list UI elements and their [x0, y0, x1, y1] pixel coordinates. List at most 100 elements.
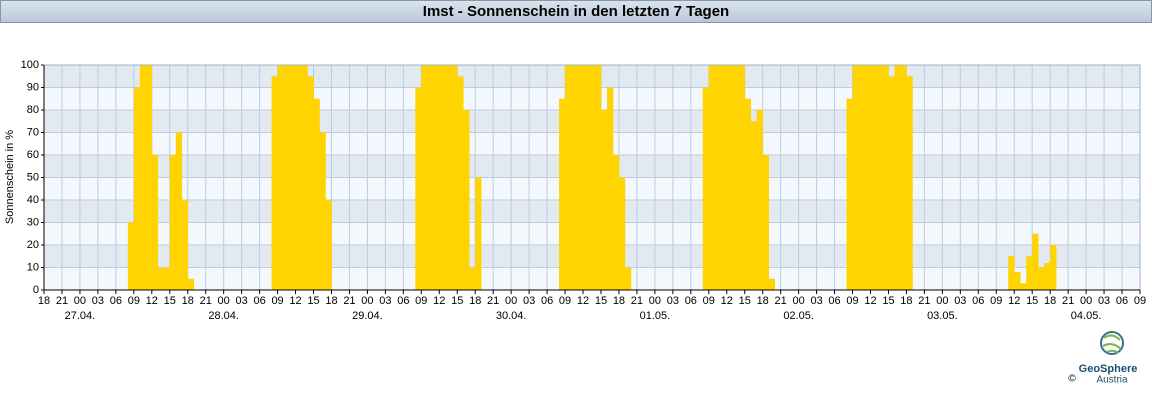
y-tick-label: 20: [27, 239, 39, 251]
bar: [876, 65, 883, 290]
x-tick-label: 09: [990, 295, 1002, 307]
x-tick-label: 06: [972, 295, 984, 307]
bar: [624, 267, 632, 290]
x-tick-label: 12: [577, 295, 589, 307]
bar: [738, 65, 746, 290]
bar: [1038, 267, 1045, 290]
x-tick-label: 03: [523, 295, 535, 307]
x-tick-label: 06: [110, 295, 122, 307]
y-tick-label: 10: [27, 261, 39, 273]
bar: [157, 267, 165, 290]
x-tick-label: 06: [685, 295, 697, 307]
y-tick-label: 30: [27, 216, 39, 228]
x-tick-label: 03: [92, 295, 104, 307]
bar: [732, 65, 740, 290]
x-tick-label: 12: [289, 295, 301, 307]
bar: [606, 87, 614, 290]
bar: [864, 65, 871, 290]
y-tick-label: 80: [27, 104, 39, 116]
x-tick-label: 21: [775, 295, 787, 307]
bar: [1020, 283, 1027, 290]
logo-name: GeoSphere: [1079, 363, 1138, 375]
y-tick-label: 70: [27, 126, 39, 138]
x-tick-label: 09: [1134, 295, 1146, 307]
bar: [463, 110, 470, 290]
bar: [295, 65, 302, 290]
y-tick-label: 50: [27, 171, 39, 183]
bar: [618, 177, 626, 290]
bar: [1032, 233, 1039, 290]
bar: [594, 65, 602, 290]
bar: [325, 200, 332, 290]
y-tick-label: 60: [27, 149, 39, 161]
bar: [139, 65, 147, 290]
date-label: 04.05.: [1071, 310, 1102, 322]
x-tick-label: 21: [343, 295, 355, 307]
bar: [900, 65, 907, 290]
x-tick-label: 09: [703, 295, 715, 307]
bar: [589, 65, 596, 290]
x-tick-label: 03: [1098, 295, 1110, 307]
x-tick-label: 18: [1044, 295, 1056, 307]
bar: [175, 132, 183, 290]
bar: [744, 98, 752, 290]
x-tick-label: 12: [433, 295, 445, 307]
bar: [720, 65, 728, 290]
logo-icon: [1100, 331, 1124, 355]
bar: [289, 65, 296, 290]
x-tick-label: 09: [846, 295, 858, 307]
bar: [181, 200, 189, 290]
bar: [750, 121, 757, 290]
bar: [451, 65, 458, 290]
logo-sub: Austria: [1096, 375, 1128, 386]
bar: [151, 155, 159, 290]
x-tick-label: 21: [631, 295, 643, 307]
bar: [1014, 272, 1021, 290]
copyright: ©: [1068, 374, 1076, 385]
bar: [469, 267, 476, 290]
x-tick-label: 00: [936, 295, 948, 307]
bar: [433, 65, 440, 290]
x-tick-label: 06: [1116, 295, 1128, 307]
bar: [169, 155, 177, 290]
x-tick-label: 21: [1062, 295, 1074, 307]
x-tick-label: 09: [271, 295, 283, 307]
x-tick-label: 06: [397, 295, 409, 307]
bar: [882, 65, 889, 290]
bar: [313, 98, 320, 290]
bar: [421, 65, 428, 290]
x-tick-label: 03: [810, 295, 822, 307]
bar: [571, 65, 578, 290]
bar: [894, 65, 901, 290]
bar: [565, 65, 572, 290]
bar: [133, 87, 141, 290]
bar: [714, 65, 722, 290]
bar: [583, 65, 590, 290]
bar: [858, 65, 865, 290]
bar: [1050, 245, 1057, 290]
bar: [439, 65, 446, 290]
bar: [271, 76, 278, 290]
bar: [726, 65, 734, 290]
logo-swirl: [1102, 334, 1122, 354]
bar: [888, 76, 895, 290]
bar: [1026, 256, 1033, 290]
x-tick-label: 00: [505, 295, 517, 307]
y-tick-label: 0: [33, 284, 39, 296]
x-tick-label: 18: [325, 295, 337, 307]
bar: [612, 155, 620, 290]
x-tick-label: 21: [918, 295, 930, 307]
x-tick-label: 15: [451, 295, 463, 307]
x-tick-label: 03: [236, 295, 248, 307]
x-tick-label: 12: [1008, 295, 1020, 307]
chart-title: Imst - Sonnenschein in den letzten 7 Tag…: [423, 3, 729, 20]
date-label: 30.04.: [496, 310, 527, 322]
x-tick-label: 18: [469, 295, 481, 307]
x-tick-label: 21: [200, 295, 212, 307]
x-tick-label: 00: [649, 295, 661, 307]
date-label: 28.04.: [208, 310, 239, 322]
y-tick-label: 90: [27, 81, 39, 93]
x-tick-label: 15: [739, 295, 751, 307]
